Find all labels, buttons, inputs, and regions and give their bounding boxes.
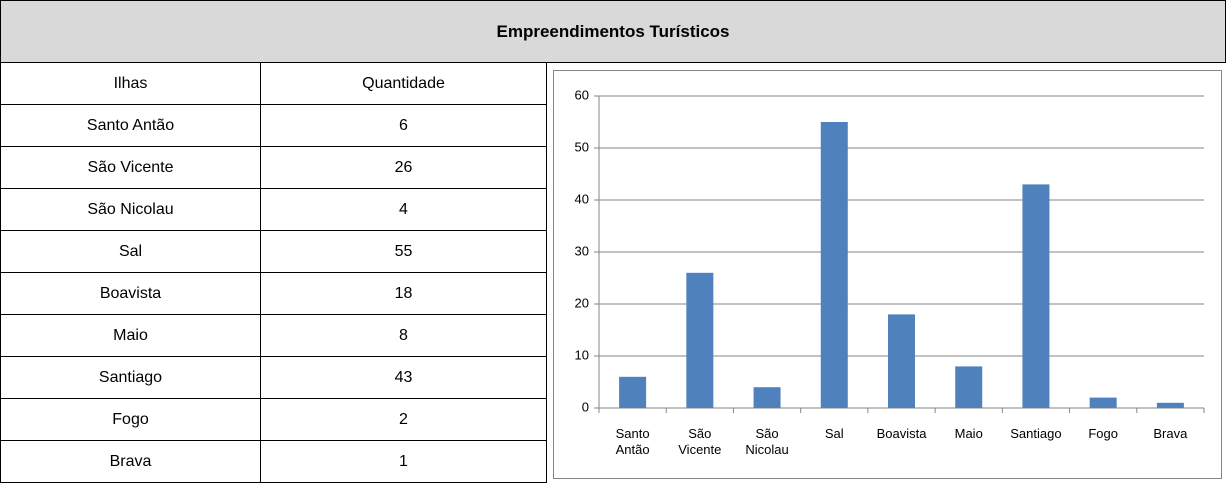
x-tick-label: São Nicolau (745, 426, 789, 457)
island-cell: Fogo (0, 398, 261, 441)
x-tick-label: Maio (954, 426, 983, 441)
x-tick-label: Boavista (876, 426, 927, 441)
chart-box: 0 10 20 30 40 50 60 Santo Antão São Vicente São … (553, 70, 1222, 479)
bar (955, 366, 983, 408)
island-cell: Boavista (0, 272, 261, 315)
y-tick-label: 20 (575, 295, 589, 310)
bar (619, 376, 647, 408)
x-tick-label: Santiago (1010, 426, 1062, 441)
island-cell: Sal (0, 230, 261, 273)
island-cell: São Nicolau (0, 188, 261, 231)
bar (1022, 184, 1050, 408)
column-header: Ilhas (0, 62, 261, 105)
y-tick-label: 10 (575, 347, 589, 362)
y-tick-label: 50 (575, 139, 589, 154)
quantity-cell: 26 (260, 146, 547, 189)
island-cell: São Vicente (0, 146, 261, 189)
x-tick-label: Brava (1153, 426, 1188, 441)
y-tick-label: 40 (575, 191, 589, 206)
bar (1156, 402, 1184, 408)
quantity-cell: 55 (260, 230, 547, 273)
bar (1089, 397, 1117, 408)
quantity-cell: 43 (260, 356, 547, 399)
y-tick-label: 60 (575, 87, 589, 102)
quantity-cell: 8 (260, 314, 547, 357)
quantity-cell: 2 (260, 398, 547, 441)
table-row: Maio 8 (0, 314, 547, 357)
island-cell: Santiago (0, 356, 261, 399)
table-row: Brava 1 (0, 440, 547, 483)
header-row: Ilhas Quantidade (0, 62, 547, 105)
x-tick-label: Sal (824, 426, 844, 441)
table-row: São Nicolau 4 (0, 188, 547, 231)
table-row: Santo Antão 6 (0, 104, 547, 147)
chart: 0 10 20 30 40 50 60 (575, 87, 1205, 414)
bar (888, 314, 915, 408)
quantity-cell: 1 (260, 440, 547, 483)
x-tick-label: São Vicente (678, 426, 722, 457)
table-row: Boavista 18 (0, 272, 547, 315)
quantity-cell: 18 (260, 272, 547, 315)
data-table: Ilhas Quantidade Santo Antão 6 São Vicente 26… (0, 62, 547, 483)
bar (753, 387, 781, 408)
table-row: Santiago 43 (0, 356, 547, 399)
table-row: São Vicente 26 (0, 146, 547, 189)
y-tick-label: 0 (582, 399, 589, 414)
island-cell: Maio (0, 314, 261, 357)
title-bar: Empreendimentos Turísticos (0, 0, 1226, 63)
bar (820, 122, 848, 408)
quantity-cell: 6 (260, 104, 547, 147)
table-row: Sal 55 (0, 230, 547, 273)
column-header: Quantidade (260, 62, 547, 105)
x-tick-label: Santo Antão (615, 426, 650, 457)
table-row: Fogo 2 (0, 398, 547, 441)
island-cell: Santo Antão (0, 104, 261, 147)
bar (686, 272, 714, 408)
island-cell: Brava (0, 440, 261, 483)
y-tick-label: 30 (575, 243, 589, 258)
quantity-cell: 4 (260, 188, 547, 231)
x-tick-label: Fogo (1088, 426, 1118, 441)
